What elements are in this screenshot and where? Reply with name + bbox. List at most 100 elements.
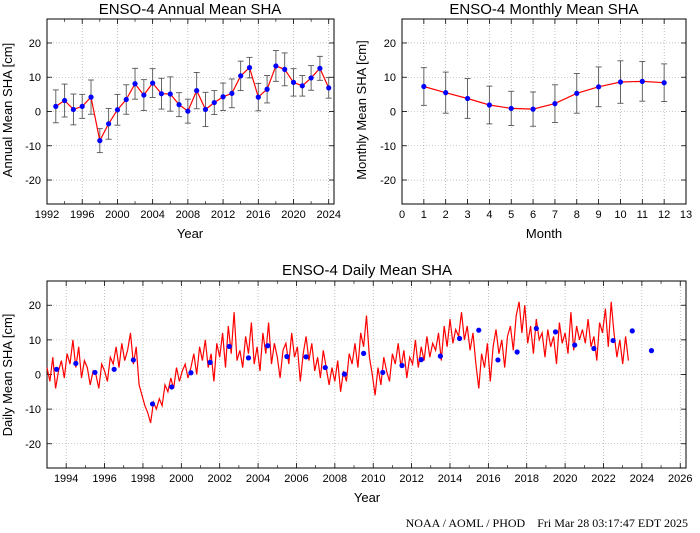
y-tick-label: 10 (384, 72, 396, 84)
daily-chart-ylabel: Daily Mean SHA [cm] (0, 314, 15, 437)
data-point (508, 105, 514, 112)
annual-chart-xlabel: Year (177, 226, 204, 241)
daily-series-line (46, 301, 629, 424)
x-tick-label: 10 (614, 209, 626, 221)
data-point (62, 97, 68, 104)
data-point (486, 102, 492, 108)
y-tick-label: 10 (29, 335, 41, 347)
annual-mean-point (92, 369, 98, 376)
x-tick-label: 2004 (246, 473, 270, 485)
data-point (158, 91, 165, 97)
x-tick-label: 2008 (323, 473, 347, 485)
annual-mean-point (53, 366, 60, 372)
data-point (421, 83, 427, 90)
y-tick-label: 20 (29, 38, 41, 50)
x-tick-label: 2000 (105, 209, 129, 221)
x-tick-label: 2008 (176, 209, 200, 221)
data-point (464, 95, 471, 102)
y-tick-label: -10 (25, 404, 41, 416)
x-tick-label: 2002 (207, 473, 231, 485)
data-point (185, 108, 191, 114)
data-point (246, 65, 253, 71)
y-tick-label: 10 (29, 72, 41, 84)
data-point (114, 107, 121, 113)
x-tick-label: 11 (637, 209, 648, 221)
daily-chart-xlabel: Year (354, 490, 381, 505)
data-point (220, 94, 226, 100)
annual-mean-point (226, 343, 232, 350)
y-tick-label: 20 (384, 38, 396, 50)
data-point (229, 90, 235, 96)
x-tick-label: 2014 (438, 473, 462, 485)
annual-mean-point (265, 343, 271, 349)
daily-chart-title: ENSO-4 Daily Mean SHA (282, 262, 452, 279)
x-tick-label: 2018 (514, 473, 538, 485)
annual-mean-point (341, 371, 348, 377)
x-tick-label: 2 (443, 209, 449, 221)
data-point (552, 101, 558, 107)
annual-mean-point (361, 350, 367, 356)
annual-mean-point (495, 357, 501, 363)
data-point (661, 80, 667, 86)
data-point (273, 63, 279, 69)
annual-mean-point (437, 353, 443, 359)
data-point (150, 80, 156, 86)
x-tick-label: 2012 (399, 473, 423, 485)
data-point (211, 99, 217, 106)
x-tick-label: 2010 (361, 473, 385, 485)
data-point (255, 94, 261, 100)
annual-mean-point (418, 357, 424, 363)
x-tick-label: 5 (508, 209, 514, 221)
x-tick-label: 3 (464, 209, 470, 221)
data-point (123, 96, 129, 103)
data-point (317, 65, 323, 71)
annual-mean-point (188, 370, 194, 376)
x-tick-label: 4 (486, 209, 492, 221)
annual-mean-point (380, 369, 386, 376)
annual-mean-point (303, 354, 309, 360)
y-tick-label: -20 (380, 175, 396, 187)
data-point (176, 102, 182, 108)
data-point (639, 78, 645, 84)
x-tick-label: 2016 (246, 209, 270, 221)
data-point (299, 83, 305, 89)
daily-chart: ENSO-4 Daily Mean SHA Year Daily Mean SH… (0, 262, 692, 505)
annual-plot-area: 1992 1996 2000 2004 2008 2012 2016 2020 2024 -20 -… (25, 18, 341, 221)
series-line (423, 80, 665, 110)
data-point (530, 106, 536, 112)
x-tick-label: 2020 (553, 473, 577, 485)
annual-mean-point (284, 353, 290, 360)
x-tick-label: 2012 (211, 209, 235, 221)
x-tick-label: 2016 (476, 473, 500, 485)
annual-mean-point (591, 345, 597, 352)
data-point (443, 90, 449, 96)
data-point (290, 79, 297, 85)
monthly-chart-title: ENSO-4 Monthly Mean SHA (449, 1, 638, 18)
data-point (79, 103, 85, 109)
annual-mean-point (610, 337, 616, 344)
data-point (264, 86, 270, 92)
x-tick-label: 1994 (54, 473, 78, 485)
x-tick-label: 0 (399, 209, 405, 221)
x-tick-label: 2020 (281, 209, 305, 221)
x-tick-label: 1996 (70, 209, 94, 221)
x-tick-label: 2024 (316, 209, 340, 221)
annual-mean-point (629, 328, 635, 334)
annual-mean-point (476, 327, 482, 333)
daily-plot-area: 1994 1996 1998 2000 2002 2004 2006 2008 2010 2012… (25, 280, 692, 485)
data-point (238, 73, 244, 79)
y-tick-label: -20 (25, 175, 41, 187)
annual-mean-point (456, 335, 463, 342)
annual-chart: ENSO-4 Annual Mean SHA Year Annual Mean … (0, 1, 341, 241)
data-point (141, 92, 147, 98)
data-point (97, 138, 103, 144)
y-tick-label: -10 (380, 141, 396, 153)
annual-mean-point (533, 325, 539, 332)
annual-mean-point (399, 362, 405, 369)
y-tick-label: 0 (35, 370, 41, 382)
annual-mean-point (73, 360, 79, 367)
x-tick-label: 8 (574, 209, 580, 221)
x-tick-label: 2026 (668, 473, 692, 485)
annual-mean-point (514, 349, 520, 355)
